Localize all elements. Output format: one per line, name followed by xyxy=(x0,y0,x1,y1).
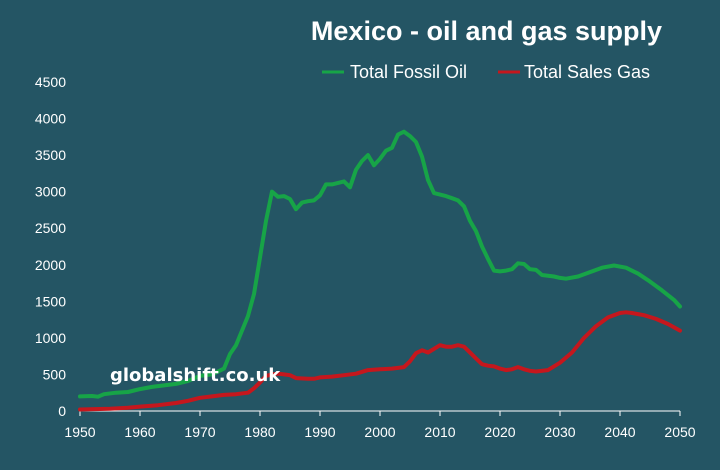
x-tick-label: 1990 xyxy=(304,424,335,440)
x-tick-label: 2000 xyxy=(364,424,395,440)
legend-label-gas: Total Sales Gas xyxy=(524,62,650,82)
y-tick-label: 3500 xyxy=(35,147,66,163)
watermark: globalshift.co.uk xyxy=(110,365,281,386)
y-tick-label: 3000 xyxy=(35,184,66,200)
legend-label-oil: Total Fossil Oil xyxy=(350,62,467,82)
x-tick-label: 2030 xyxy=(544,424,575,440)
y-tick-label: 1500 xyxy=(35,293,66,309)
series-line-total-fossil-oil xyxy=(78,129,682,399)
x-tick-label: 2040 xyxy=(604,424,635,440)
series-line-total-sales-gas xyxy=(78,310,682,412)
x-tick-label: 1950 xyxy=(64,424,95,440)
legend: Total Fossil Oil Total Sales Gas xyxy=(322,62,650,82)
y-tick-label: 0 xyxy=(58,403,66,419)
x-tick-label: 2020 xyxy=(484,424,515,440)
x-tick-label: 1980 xyxy=(244,424,275,440)
x-tick-label: 2010 xyxy=(424,424,455,440)
y-tick-label: 4500 xyxy=(35,74,66,90)
y-axis-ticks: 0 500 1000 1500 2000 2500 3000 3500 4000 4500 xyxy=(35,74,66,419)
x-tick-label: 1970 xyxy=(184,424,215,440)
y-tick-label: 2500 xyxy=(35,220,66,236)
chart-title: Mexico - oil and gas supply xyxy=(311,16,662,46)
x-tick-label: 1960 xyxy=(124,424,155,440)
y-tick-label: 4000 xyxy=(35,111,66,127)
series-lines xyxy=(78,129,682,412)
x-axis-ticks: 1950 1960 1970 1980 1990 2000 2010 2020 2030 2040… xyxy=(64,411,696,440)
x-tick-label: 2050 xyxy=(664,424,695,440)
y-tick-label: 500 xyxy=(43,366,67,382)
y-tick-label: 1000 xyxy=(35,330,66,346)
y-tick-label: 2000 xyxy=(35,257,66,273)
